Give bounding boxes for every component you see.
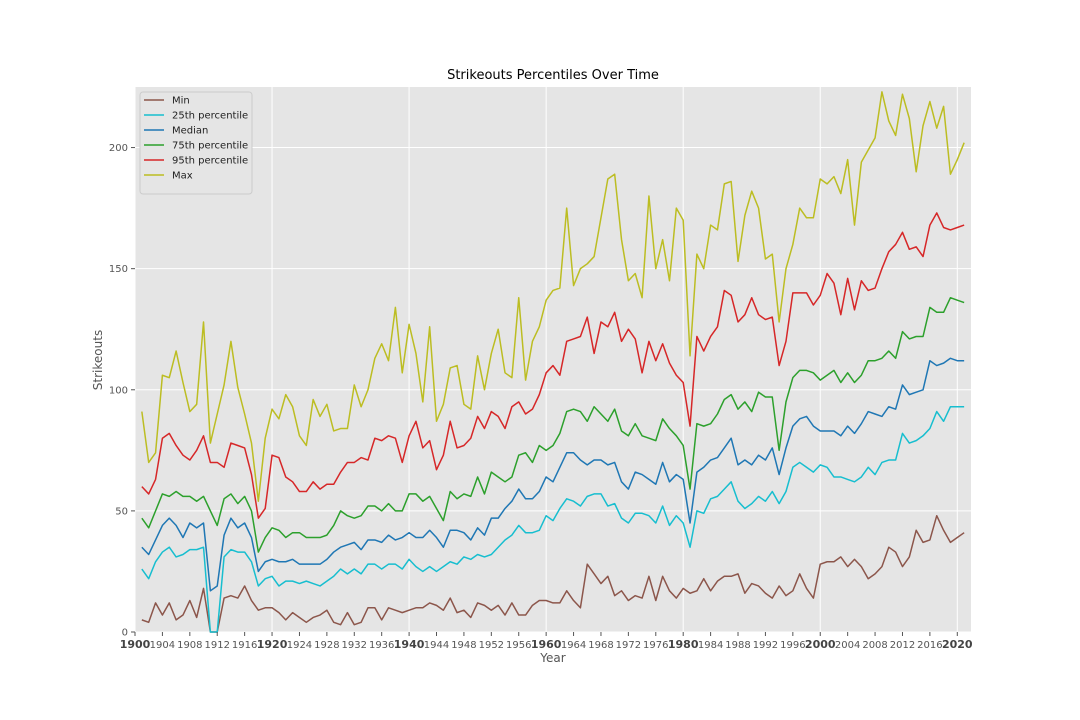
legend-label-max: Max [172,171,193,182]
x-tick-label: 1916 [232,640,257,651]
x-tick-label: 1952 [479,640,504,651]
x-tick-label: 1908 [177,640,202,651]
x-tick-label: 1904 [150,640,175,651]
x-tick-label: 1912 [205,640,230,651]
series-line-max [141,91,965,502]
legend-label-75th-percentile: 75th percentile [172,141,248,152]
legend-label-median: Median [172,126,208,137]
series-line-75th-percentile [141,296,965,553]
y-tick-label: 50 [115,506,128,517]
x-tick-label: 2020 [942,638,973,651]
x-tick-label: 2008 [862,640,887,651]
x-tick-label: 1944 [424,640,449,651]
x-tick-label: 1900 [120,638,151,651]
x-tick-label: 1968 [588,640,613,651]
x-tick-label: 1956 [506,640,531,651]
x-tick-label: 1996 [780,640,805,651]
x-tick-label: 1984 [698,640,723,651]
y-tick-label: 0 [122,628,128,639]
x-tick-label: 2016 [917,640,942,651]
x-axis-title: Year [539,651,565,665]
x-tick-label: 1964 [561,640,586,651]
y-tick-label: 100 [109,385,128,396]
x-tick-label: 1948 [451,640,476,651]
x-tick-label: 1940 [394,638,425,651]
x-tick-label: 1988 [725,640,750,651]
x-tick-label: 2000 [805,638,836,651]
legend-box [139,91,253,195]
y-axis-title: Strikeouts [91,330,105,390]
chart-title: Strikeouts Percentiles Over Time [447,68,659,83]
series-line-min [141,514,965,633]
x-tick-label: 1920 [257,638,288,651]
legend: Min 25th percentile Median 75th percentile 9… [139,91,253,195]
x-tick-label: 1960 [531,638,562,651]
legend-label-25th-percentile: 25th percentile [172,111,248,122]
y-axis-ticks: 0 50 100 150 200 [109,143,135,639]
x-tick-label: 1972 [616,640,641,651]
x-tick-label: 1976 [643,640,668,651]
x-tick-label: 1980 [668,638,699,651]
grid-lines [134,87,971,633]
series-line-median [141,357,965,592]
x-tick-label: 2004 [835,640,860,651]
y-tick-label: 150 [109,264,128,275]
series-line-25th-percentile [141,405,965,633]
x-tick-label: 1924 [287,640,312,651]
x-tick-label: 1932 [342,640,367,651]
legend-label-95th-percentile: 95th percentile [172,156,248,167]
x-tick-label: 1936 [369,640,394,651]
x-axis-ticks: 1900 1904 1908 1912 1916 1920 1924 1928 1932 1936… [120,632,973,651]
y-tick-label: 200 [109,143,128,154]
series-lines [141,91,965,633]
legend-label-min: Min [172,96,190,107]
x-tick-label: 1928 [314,640,339,651]
x-tick-label: 2012 [890,640,915,651]
series-line-95th-percentile [141,212,965,519]
plot-area [135,87,971,632]
x-tick-label: 1992 [753,640,778,651]
